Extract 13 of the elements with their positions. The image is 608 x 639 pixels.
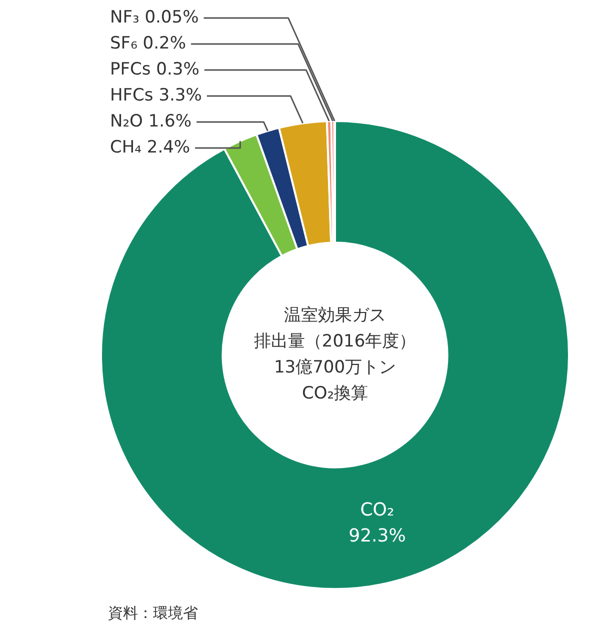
slice-label: SF₆ 0.2% <box>110 33 186 54</box>
slice-label: HFCs 3.3% <box>110 85 202 106</box>
text: 資料：環境省 <box>108 604 198 622</box>
slice-label: PFCs 0.3% <box>110 59 200 80</box>
slice-label: CH₄ 2.4% <box>110 137 190 158</box>
data-label: 92.3% <box>348 526 406 547</box>
text: 温室効果ガス <box>284 305 386 326</box>
text: 排出量（2016年度） <box>254 331 416 352</box>
text: 13億700万トン <box>274 357 396 378</box>
slice-label: NF₃ 0.05% <box>110 7 199 28</box>
slice-label: N₂O 1.6% <box>110 111 192 132</box>
text: CO₂換算 <box>302 383 368 404</box>
slice-label: CO₂ <box>360 500 394 521</box>
